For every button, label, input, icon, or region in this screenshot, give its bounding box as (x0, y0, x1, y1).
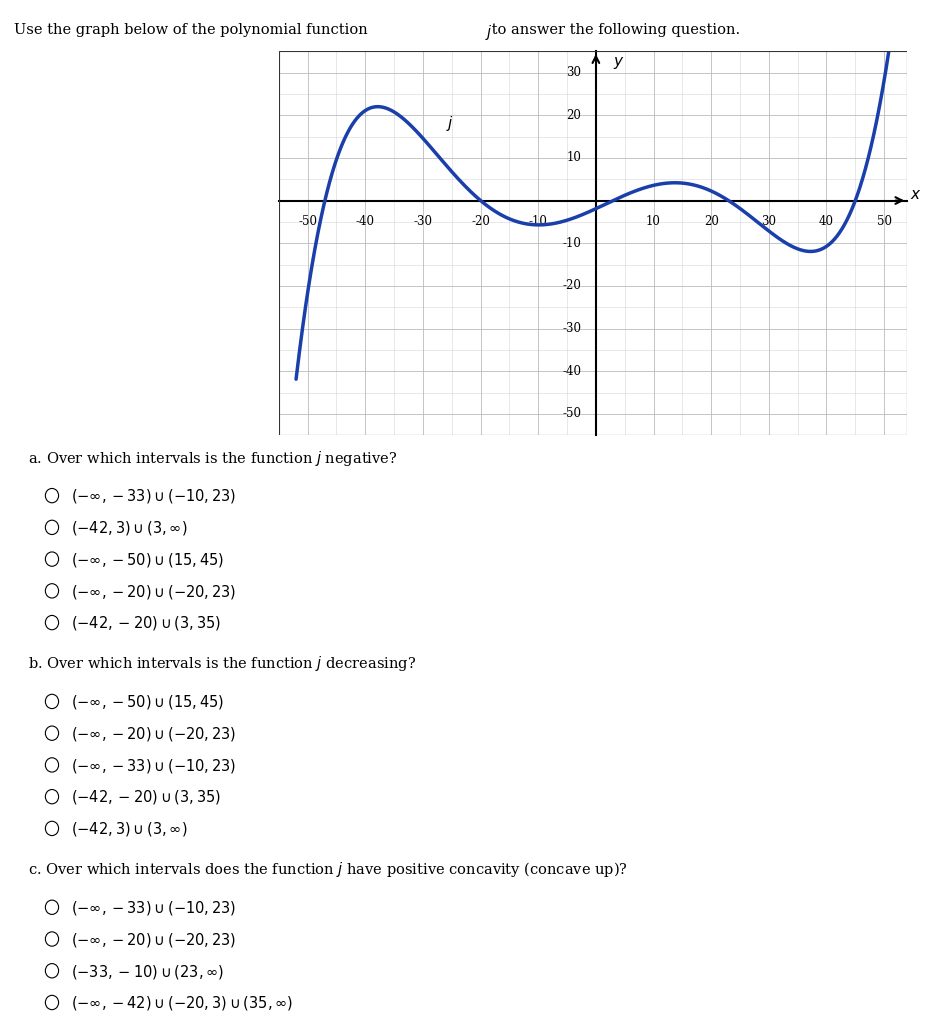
Text: $( - \infty, - 33) \cup ( - 10, 23)$: $( - \infty, - 33) \cup ( - 10, 23)$ (71, 757, 236, 775)
Text: $x$: $x$ (909, 186, 920, 202)
Text: -20: -20 (562, 280, 581, 293)
Text: $( - \infty, - 20) \cup ( - 20, 23)$: $( - \infty, - 20) \cup ( - 20, 23)$ (71, 931, 236, 949)
Text: 40: 40 (818, 215, 834, 228)
Text: -40: -40 (562, 365, 581, 378)
Text: $( - 42, 3) \cup (3, \infty)$: $( - 42, 3) \cup (3, \infty)$ (71, 519, 187, 538)
Text: -20: -20 (471, 215, 490, 228)
Text: $( - \infty, - 50) \cup (15, 45)$: $( - \infty, - 50) \cup (15, 45)$ (71, 693, 224, 712)
Text: 30: 30 (761, 215, 776, 228)
Text: 50: 50 (876, 215, 891, 228)
Text: 20: 20 (566, 109, 581, 122)
Text: b. Over which intervals is the function $j$ decreasing?: b. Over which intervals is the function … (28, 654, 416, 674)
Text: $( - \infty, - 33) \cup ( - 10, 23)$: $( - \infty, - 33) \cup ( - 10, 23)$ (71, 899, 236, 918)
Text: $( - \infty, - 33) \cup ( - 10, 23)$: $( - \infty, - 33) \cup ( - 10, 23)$ (71, 487, 236, 506)
Text: -30: -30 (413, 215, 432, 228)
Text: -30: -30 (562, 322, 581, 335)
Text: -50: -50 (297, 215, 317, 228)
Text: $( - \infty, - 42) \cup ( - 20, 3) \cup (35, \infty)$: $( - \infty, - 42) \cup ( - 20, 3) \cup … (71, 994, 293, 1013)
Text: 30: 30 (565, 66, 581, 79)
Text: Use the graph below of the polynomial function: Use the graph below of the polynomial fu… (14, 23, 372, 37)
Text: a. Over which intervals is the function $j$ negative?: a. Over which intervals is the function … (28, 449, 397, 468)
Text: $y$: $y$ (613, 55, 624, 72)
Text: 10: 10 (646, 215, 660, 228)
Text: $j$: $j$ (484, 23, 492, 42)
Text: $( - 42, 3) \cup (3, \infty)$: $( - 42, 3) \cup (3, \infty)$ (71, 820, 187, 839)
Text: 10: 10 (566, 152, 581, 165)
Text: $j$: $j$ (446, 114, 453, 133)
Text: $( - 33, - 10) \cup (23, \infty)$: $( - 33, - 10) \cup (23, \infty)$ (71, 963, 224, 981)
Text: to answer the following question.: to answer the following question. (486, 23, 739, 37)
Text: -50: -50 (562, 408, 581, 421)
Text: -10: -10 (562, 237, 581, 250)
Text: $( - \infty, - 50) \cup (15, 45)$: $( - \infty, - 50) \cup (15, 45)$ (71, 551, 224, 569)
Text: $( - 42, - 20) \cup (3, 35)$: $( - 42, - 20) \cup (3, 35)$ (71, 614, 221, 633)
Text: 20: 20 (703, 215, 717, 228)
Text: -40: -40 (355, 215, 375, 228)
Text: c. Over which intervals does the function $j$ have positive concavity (concave u: c. Over which intervals does the functio… (28, 860, 628, 880)
Text: -10: -10 (529, 215, 548, 228)
Text: $( - \infty, - 20) \cup ( - 20, 23)$: $( - \infty, - 20) \cup ( - 20, 23)$ (71, 583, 236, 601)
Text: $( - \infty, - 20) \cup ( - 20, 23)$: $( - \infty, - 20) \cup ( - 20, 23)$ (71, 725, 236, 743)
Text: $( - 42, - 20) \cup (3, 35)$: $( - 42, - 20) \cup (3, 35)$ (71, 788, 221, 807)
